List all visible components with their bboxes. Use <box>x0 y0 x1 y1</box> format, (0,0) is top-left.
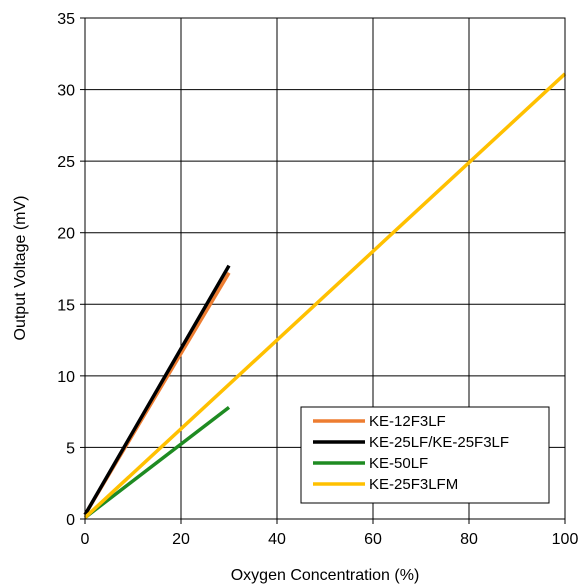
y-tick-label: 25 <box>57 154 75 171</box>
y-tick-label: 10 <box>57 369 75 386</box>
x-tick-label: 100 <box>552 531 579 548</box>
legend-entry-label: KE-25LF/KE-25F3LF <box>369 434 509 451</box>
legend: KE-12F3LF KE-25LF/KE-25F3LF KE-50LF KE-25F3… <box>300 406 550 504</box>
y-tick-label: 30 <box>57 83 75 100</box>
y-axis-label: Output Voltage (mV) <box>12 196 29 341</box>
x-axis-ticks: 0 20 40 60 80 100 <box>81 519 579 548</box>
x-tick-label: 60 <box>364 531 382 548</box>
x-axis-label: Oxygen Concentration (%) <box>231 567 420 584</box>
legend-entry-label: KE-25F3LFM <box>369 476 458 493</box>
y-axis-ticks: 0 5 10 15 20 25 30 35 <box>57 11 85 529</box>
y-tick-label: 0 <box>66 512 75 529</box>
y-tick-label: 20 <box>57 226 75 243</box>
y-tick-label: 15 <box>57 297 75 314</box>
x-tick-label: 80 <box>460 531 478 548</box>
x-tick-label: 40 <box>268 531 286 548</box>
series-line-3 <box>83 72 567 519</box>
legend-entry-label: KE-12F3LF <box>369 413 446 430</box>
x-tick-label: 20 <box>172 531 190 548</box>
series-line-2 <box>83 405 231 519</box>
y-tick-label: 5 <box>66 440 75 457</box>
plot-frame <box>84 17 566 520</box>
legend-box <box>300 406 550 504</box>
x-tick-label: 0 <box>81 531 90 548</box>
series-line-1 <box>83 264 231 516</box>
y-tick-label: 35 <box>57 11 75 28</box>
legend-entry-label: KE-50LF <box>369 455 428 472</box>
series-layer <box>83 72 567 519</box>
